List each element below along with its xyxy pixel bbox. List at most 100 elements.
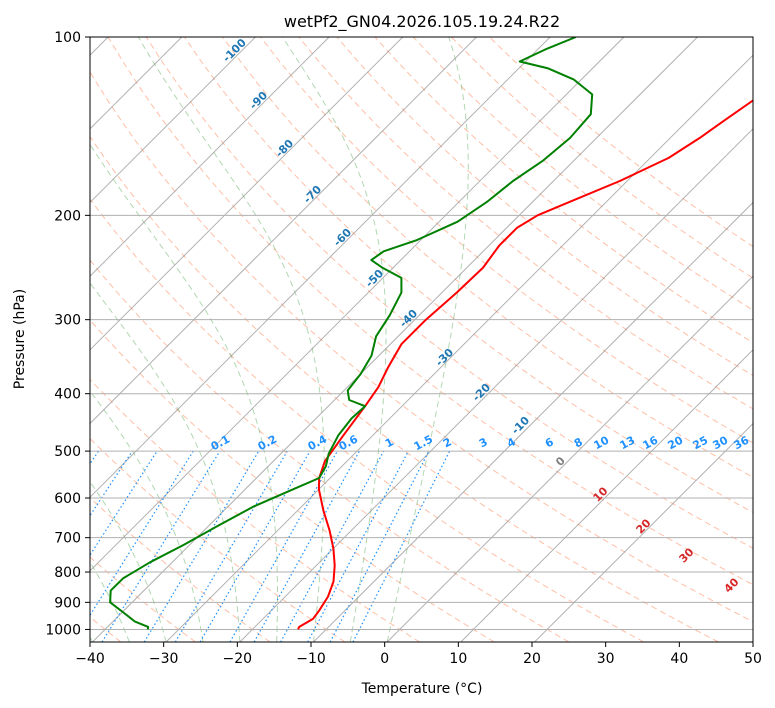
dry-adiabat-line bbox=[90, 259, 570, 642]
dry-adiabat-line bbox=[145, 37, 753, 549]
isotherm-label: 0 bbox=[553, 454, 568, 469]
x-tick-label: −20 bbox=[223, 651, 253, 667]
mixing-ratio-line bbox=[143, 450, 260, 642]
y-tick-label: 700 bbox=[54, 531, 81, 547]
mixing-ratio-line bbox=[90, 450, 194, 617]
mixing-ratio-label: 3 bbox=[477, 435, 490, 450]
temperature-profile-line bbox=[297, 99, 753, 630]
pressure-grid bbox=[90, 214, 753, 630]
x-axis-label: Temperature (°C) bbox=[361, 681, 483, 697]
y-tick-label: 300 bbox=[54, 313, 81, 329]
profile-lines bbox=[109, 37, 753, 630]
mixing-ratio-label: 30 bbox=[711, 433, 731, 452]
x-tick-label: 50 bbox=[744, 651, 762, 667]
dry-adiabat-line bbox=[183, 37, 753, 514]
y-axis-ticks: 100 200 300 400 500 600 700 800 900 1000 bbox=[45, 30, 90, 638]
isotherm-label: 20 bbox=[634, 516, 654, 536]
mixing-ratio-label: 20 bbox=[666, 433, 686, 452]
x-tick-label: 0 bbox=[380, 651, 389, 667]
dry-adiabat-line bbox=[260, 37, 753, 444]
isotherm-line bbox=[90, 37, 477, 425]
dry-adiabat-line bbox=[298, 37, 753, 410]
x-axis-ticks: −40 −30 −20 −10 0 10 20 30 40 50 bbox=[75, 642, 762, 667]
isotherm-line bbox=[534, 422, 753, 642]
isotherm-label: -10 bbox=[509, 414, 532, 437]
dry-adiabat-line bbox=[90, 319, 495, 642]
mixing-ratio-label: 0.1 bbox=[209, 433, 232, 454]
moist-adiabat-line bbox=[90, 143, 278, 642]
isotherm-label: 40 bbox=[722, 575, 742, 595]
x-tick-label: −40 bbox=[75, 651, 105, 667]
dry-adiabat-line bbox=[107, 37, 753, 586]
plot-frame bbox=[89, 36, 754, 643]
x-tick-label: −30 bbox=[149, 651, 179, 667]
isotherm-line bbox=[90, 37, 256, 204]
mixing-ratio-label: 36 bbox=[732, 433, 752, 452]
dry-adiabat-line bbox=[90, 135, 719, 642]
mixing-ratio-line bbox=[0, 451, 58, 642]
x-tick-label: 30 bbox=[597, 651, 615, 667]
mixing-ratio-label: 16 bbox=[641, 433, 661, 452]
mixing-ratio-label: 0.2 bbox=[256, 433, 279, 454]
y-tick-label: 100 bbox=[54, 30, 81, 46]
mixing-ratio-line bbox=[352, 450, 451, 642]
mixing-ratio-label: 25 bbox=[691, 434, 711, 453]
isotherm-label: -30 bbox=[433, 346, 456, 369]
isotherm-line bbox=[313, 201, 753, 642]
mixing-ratio-label: 6 bbox=[543, 435, 556, 450]
dry-adiabat-line bbox=[489, 37, 753, 248]
isotherm-line bbox=[460, 349, 753, 642]
isotherm-label: -90 bbox=[247, 89, 270, 112]
dry-adiabat-line bbox=[90, 437, 346, 642]
isotherm-line bbox=[90, 37, 330, 277]
mixing-ratio-line bbox=[90, 450, 100, 465]
mixing-ratio-line bbox=[174, 450, 288, 642]
dry-adiabat-line bbox=[90, 70, 753, 623]
mixing-ratio-label: 2 bbox=[441, 435, 454, 450]
mixing-ratio-line bbox=[90, 450, 158, 557]
isotherm-line bbox=[92, 37, 698, 642]
x-tick-label: 40 bbox=[670, 651, 688, 667]
isotherm-line bbox=[165, 54, 753, 642]
moist-adiabat-line bbox=[90, 390, 204, 642]
isotherm-label: 30 bbox=[677, 545, 697, 565]
y-tick-label: 600 bbox=[54, 491, 81, 507]
mixing-ratio-label: 0.6 bbox=[337, 432, 361, 453]
x-tick-label: 20 bbox=[523, 651, 541, 667]
moist-adiabat-line bbox=[90, 480, 167, 642]
isotherm-line bbox=[386, 275, 753, 642]
dry-adiabat-line bbox=[90, 378, 420, 642]
isotherm-label: -80 bbox=[273, 137, 296, 160]
mixing-ratio-line bbox=[199, 450, 311, 642]
moist-adiabat-line bbox=[386, 37, 469, 642]
mixing-ratio-label: 10 bbox=[592, 433, 612, 452]
isotherm-line bbox=[90, 37, 625, 572]
y-tick-label: 800 bbox=[54, 565, 81, 581]
moist-adiabat-line bbox=[90, 282, 241, 642]
x-tick-label: −10 bbox=[296, 651, 326, 667]
y-tick-label: 500 bbox=[54, 444, 81, 460]
dry-adiabat-line bbox=[336, 37, 753, 377]
dry-adiabat-line bbox=[450, 37, 753, 279]
isotherm-label: 10 bbox=[591, 484, 611, 504]
y-tick-label: 200 bbox=[54, 208, 81, 224]
chart-title: wetPf2_GN04.2026.105.19.24.R22 bbox=[284, 12, 560, 32]
moist-adiabat-line bbox=[281, 37, 387, 642]
dry-adiabat-line bbox=[90, 497, 271, 642]
isotherm-label: -100 bbox=[220, 36, 249, 65]
isotherm-line bbox=[239, 128, 753, 642]
isotherm-label: -20 bbox=[470, 381, 493, 404]
dry-adiabat-line bbox=[222, 37, 753, 478]
mixing-ratio-line bbox=[229, 450, 338, 642]
y-tick-label: 900 bbox=[54, 595, 81, 611]
isotherm-label: -70 bbox=[301, 183, 324, 206]
y-tick-label: 400 bbox=[54, 387, 81, 403]
x-tick-label: 10 bbox=[449, 651, 467, 667]
mixing-ratio-label: 8 bbox=[572, 435, 585, 450]
isotherm-line bbox=[90, 37, 551, 498]
dewpoint-profile-line bbox=[109, 37, 594, 630]
mixing-ratio-line bbox=[307, 450, 409, 642]
isotherm-label: -40 bbox=[397, 307, 420, 330]
dry-adiabat-line bbox=[90, 198, 644, 642]
